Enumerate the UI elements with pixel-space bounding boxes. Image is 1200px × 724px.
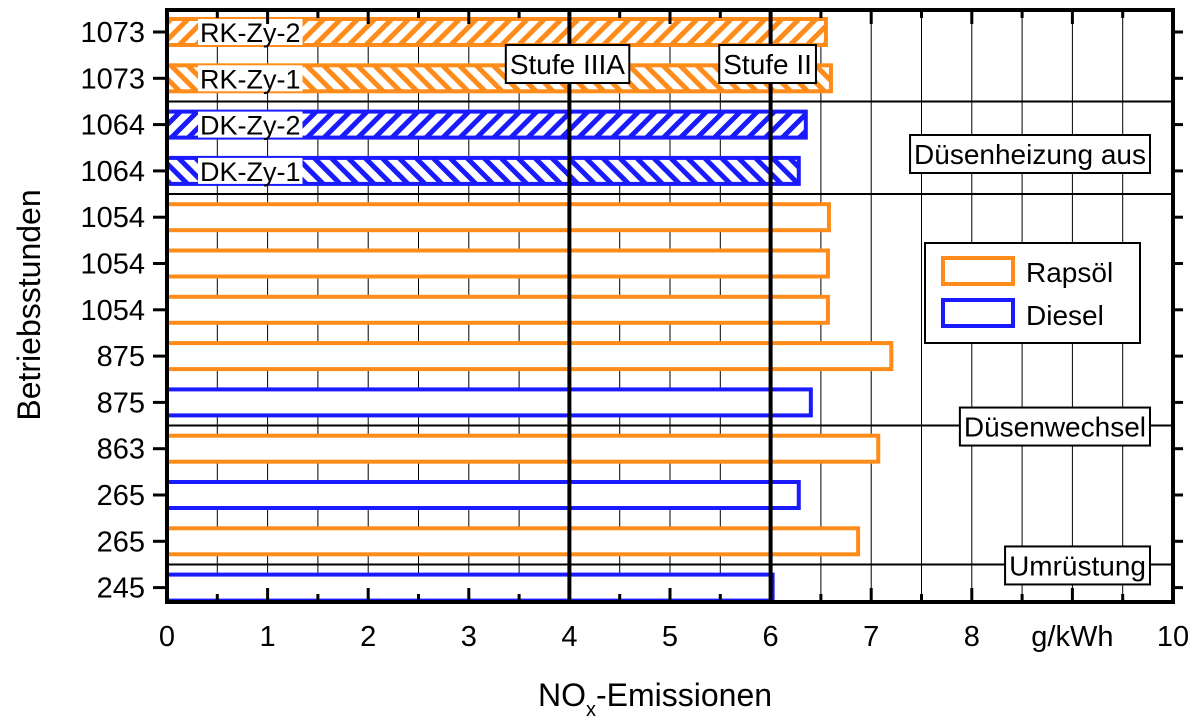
y-tick-label: 875 bbox=[97, 387, 145, 419]
bar bbox=[165, 480, 801, 510]
reference-label-stufe-iiia: Stufe IIIA bbox=[504, 44, 631, 84]
bar-label-background bbox=[198, 65, 303, 92]
x-tick-label: 3 bbox=[461, 621, 477, 653]
bar-label: RK-Zy-2 bbox=[200, 18, 301, 48]
bar-label: DK-Zy-2 bbox=[200, 111, 301, 141]
bar bbox=[165, 248, 830, 279]
bar bbox=[165, 526, 861, 557]
x-tick-label: 0 bbox=[159, 621, 175, 653]
bar-label-background bbox=[198, 19, 303, 45]
y-tick-label: 1054 bbox=[80, 202, 145, 234]
y-axis-title: Betriebsstunden bbox=[11, 189, 47, 420]
y-tick-label: 875 bbox=[97, 341, 145, 373]
section-label-box bbox=[1004, 545, 1151, 586]
x-tick-label: 8 bbox=[964, 621, 980, 653]
reference-lines bbox=[567, 10, 773, 602]
y-tick-label: 1054 bbox=[80, 295, 145, 327]
reference-label-stufe-ii-text: Stufe II bbox=[723, 49, 812, 80]
reference-label-stufe-ii: Stufe II bbox=[718, 44, 817, 84]
y-tick-label: 1054 bbox=[80, 249, 145, 281]
annotations: Stufe IIIA Stufe II Düsenheizung aus Düsenw… bbox=[504, 44, 1151, 586]
section-label-text: Umrüstung bbox=[1009, 550, 1146, 581]
x-tick-label: 7 bbox=[863, 621, 879, 653]
x-tick-label: 1 bbox=[260, 621, 276, 653]
bars: RK-Zy-2 RK-Zy-1 DK-Zy-2 DK-Zy-1 bbox=[165, 17, 894, 603]
y-axis: 1073 1073 1064 1064 1054 1054 1054 875 875 863 265… bbox=[80, 17, 1183, 605]
section-label-box bbox=[958, 406, 1151, 447]
reference-label-stufe-ii-box bbox=[718, 44, 817, 84]
y-tick-label: 1073 bbox=[80, 63, 145, 95]
bar-label-background bbox=[198, 111, 303, 138]
legend-label-rapsoel: Rapsöl bbox=[1026, 257, 1113, 288]
y-tick-label: 245 bbox=[97, 573, 145, 605]
x-tick-label: 5 bbox=[662, 621, 678, 653]
bar bbox=[165, 387, 813, 418]
x-tick-label: 2 bbox=[360, 621, 376, 653]
y-tick-label: 863 bbox=[97, 434, 145, 466]
bar bbox=[165, 202, 831, 233]
x-tick-label: 4 bbox=[561, 621, 577, 653]
y-tick-label: 1073 bbox=[80, 17, 145, 49]
reference-label-stufe-iiia-box bbox=[504, 44, 631, 84]
bar-label: DK-Zy-1 bbox=[200, 157, 301, 187]
bar bbox=[165, 294, 830, 325]
section-label-text: Düsenwechsel bbox=[964, 412, 1146, 443]
bar-label-background bbox=[198, 157, 303, 184]
x-tick-label: 6 bbox=[763, 621, 779, 653]
y-tick-label: 1064 bbox=[80, 156, 145, 188]
section-label: Düsenwechsel bbox=[958, 406, 1151, 447]
legend-swatch-diesel bbox=[941, 298, 1015, 328]
bar-label: RK-Zy-1 bbox=[200, 64, 301, 94]
x-tick-label: g/kWh bbox=[1031, 621, 1113, 653]
section-label: Düsenheizung aus bbox=[909, 134, 1151, 174]
reference-label-stufe-iiia-text: Stufe IIIA bbox=[510, 49, 625, 80]
section-label: Umrüstung bbox=[1004, 545, 1151, 586]
y-tick-label: 265 bbox=[97, 526, 145, 558]
legend-swatch-rapsoel bbox=[941, 256, 1015, 286]
y-tick-label: 1064 bbox=[80, 110, 145, 142]
section-label-text: Düsenheizung aus bbox=[914, 139, 1146, 170]
section-label-box bbox=[909, 134, 1151, 174]
legend-label-diesel: Diesel bbox=[1026, 300, 1104, 331]
x-tick-label: 10 bbox=[1157, 621, 1189, 653]
legend: Rapsöl Diesel bbox=[924, 242, 1141, 344]
x-axis-title: NOx-Emissionen bbox=[538, 677, 772, 721]
bar bbox=[165, 341, 894, 372]
x-axis: 0 1 2 3 4 5 6 7 8 g/kWh 10 bbox=[159, 10, 1189, 653]
y-tick-label: 265 bbox=[97, 480, 145, 512]
